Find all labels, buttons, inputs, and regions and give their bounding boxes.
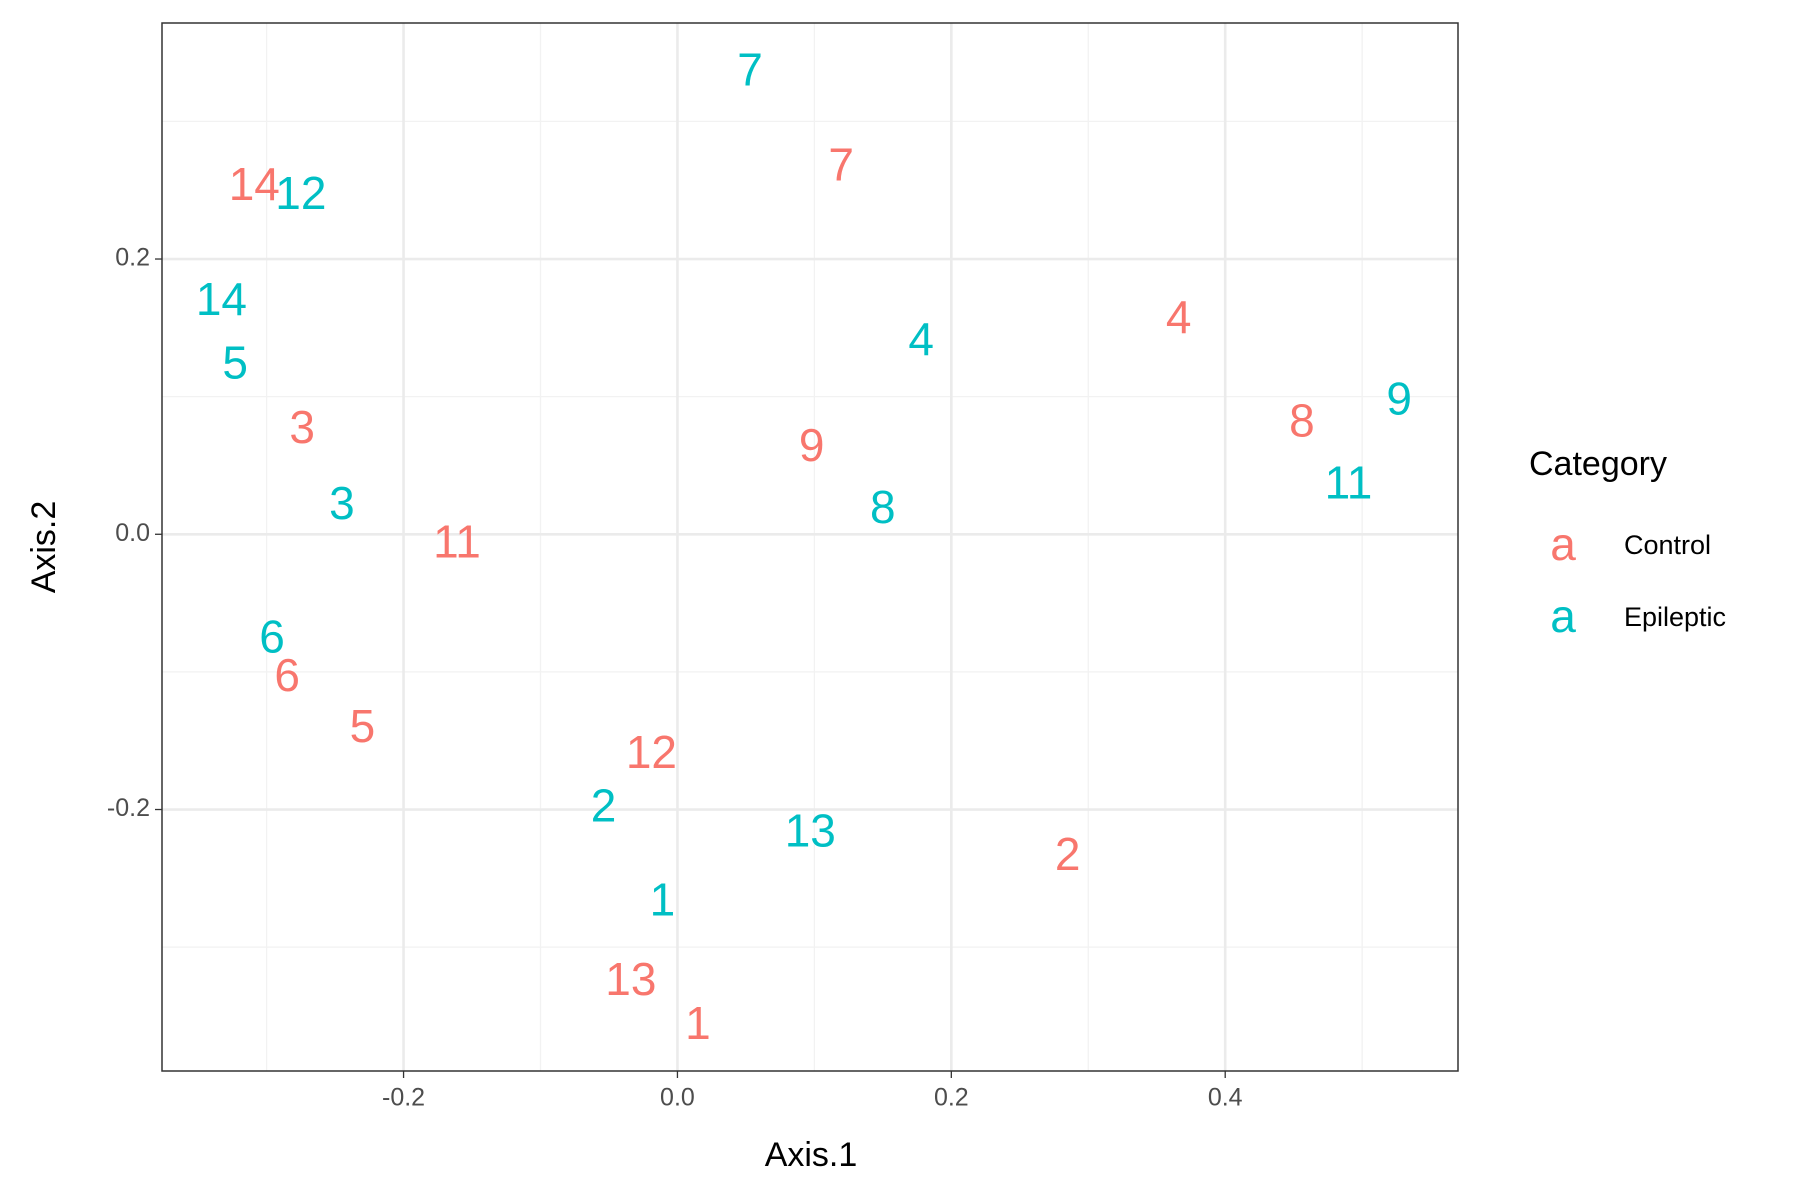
point-label: 1 [685,997,711,1049]
point-label: 3 [289,401,315,453]
point-label: 13 [785,804,836,856]
point-label: 12 [275,167,326,219]
y-tick-label: -0.2 [107,794,150,822]
x-tick-label: -0.2 [382,1084,425,1112]
x-tick-label: 0.4 [1208,1084,1243,1112]
point-label: 7 [737,43,763,95]
legend-key: a [1550,590,1576,642]
point-label: 9 [1386,372,1412,424]
point-label: 9 [799,419,825,471]
point-label: 8 [870,481,896,533]
point-label: 14 [229,158,280,210]
point-label: 7 [828,138,854,190]
point-label: 8 [1289,394,1315,446]
point-label: 6 [274,649,300,701]
point-label: 2 [1055,828,1081,880]
point-label: 14 [196,273,247,325]
x-axis-title: Axis.1 [765,1136,858,1174]
point-label: 5 [222,337,248,389]
legend-label: Control [1624,530,1711,560]
panel-border [161,22,1459,1072]
point-label: 3 [329,477,355,529]
legend-title: Category [1529,445,1667,483]
point-label: 4 [1166,291,1192,343]
point-label: 11 [433,515,481,567]
legend-key: a [1550,518,1576,570]
y-axis-title: Axis.2 [25,501,63,594]
point-label: 1 [650,873,676,925]
point-label: 6 [259,610,285,662]
legend-label: Epileptic [1624,602,1726,632]
point-label: 2 [591,780,617,832]
x-tick-label: 0.2 [934,1084,969,1112]
point-label: 13 [605,953,656,1005]
x-tick-label: 0.0 [660,1084,695,1112]
y-tick-label: 0.0 [115,519,150,547]
point-label: 5 [350,700,376,752]
point-label: 4 [908,313,934,365]
point-label: 11 [1325,456,1373,508]
y-tick-label: 0.2 [115,244,150,272]
point-label: 12 [626,726,677,778]
